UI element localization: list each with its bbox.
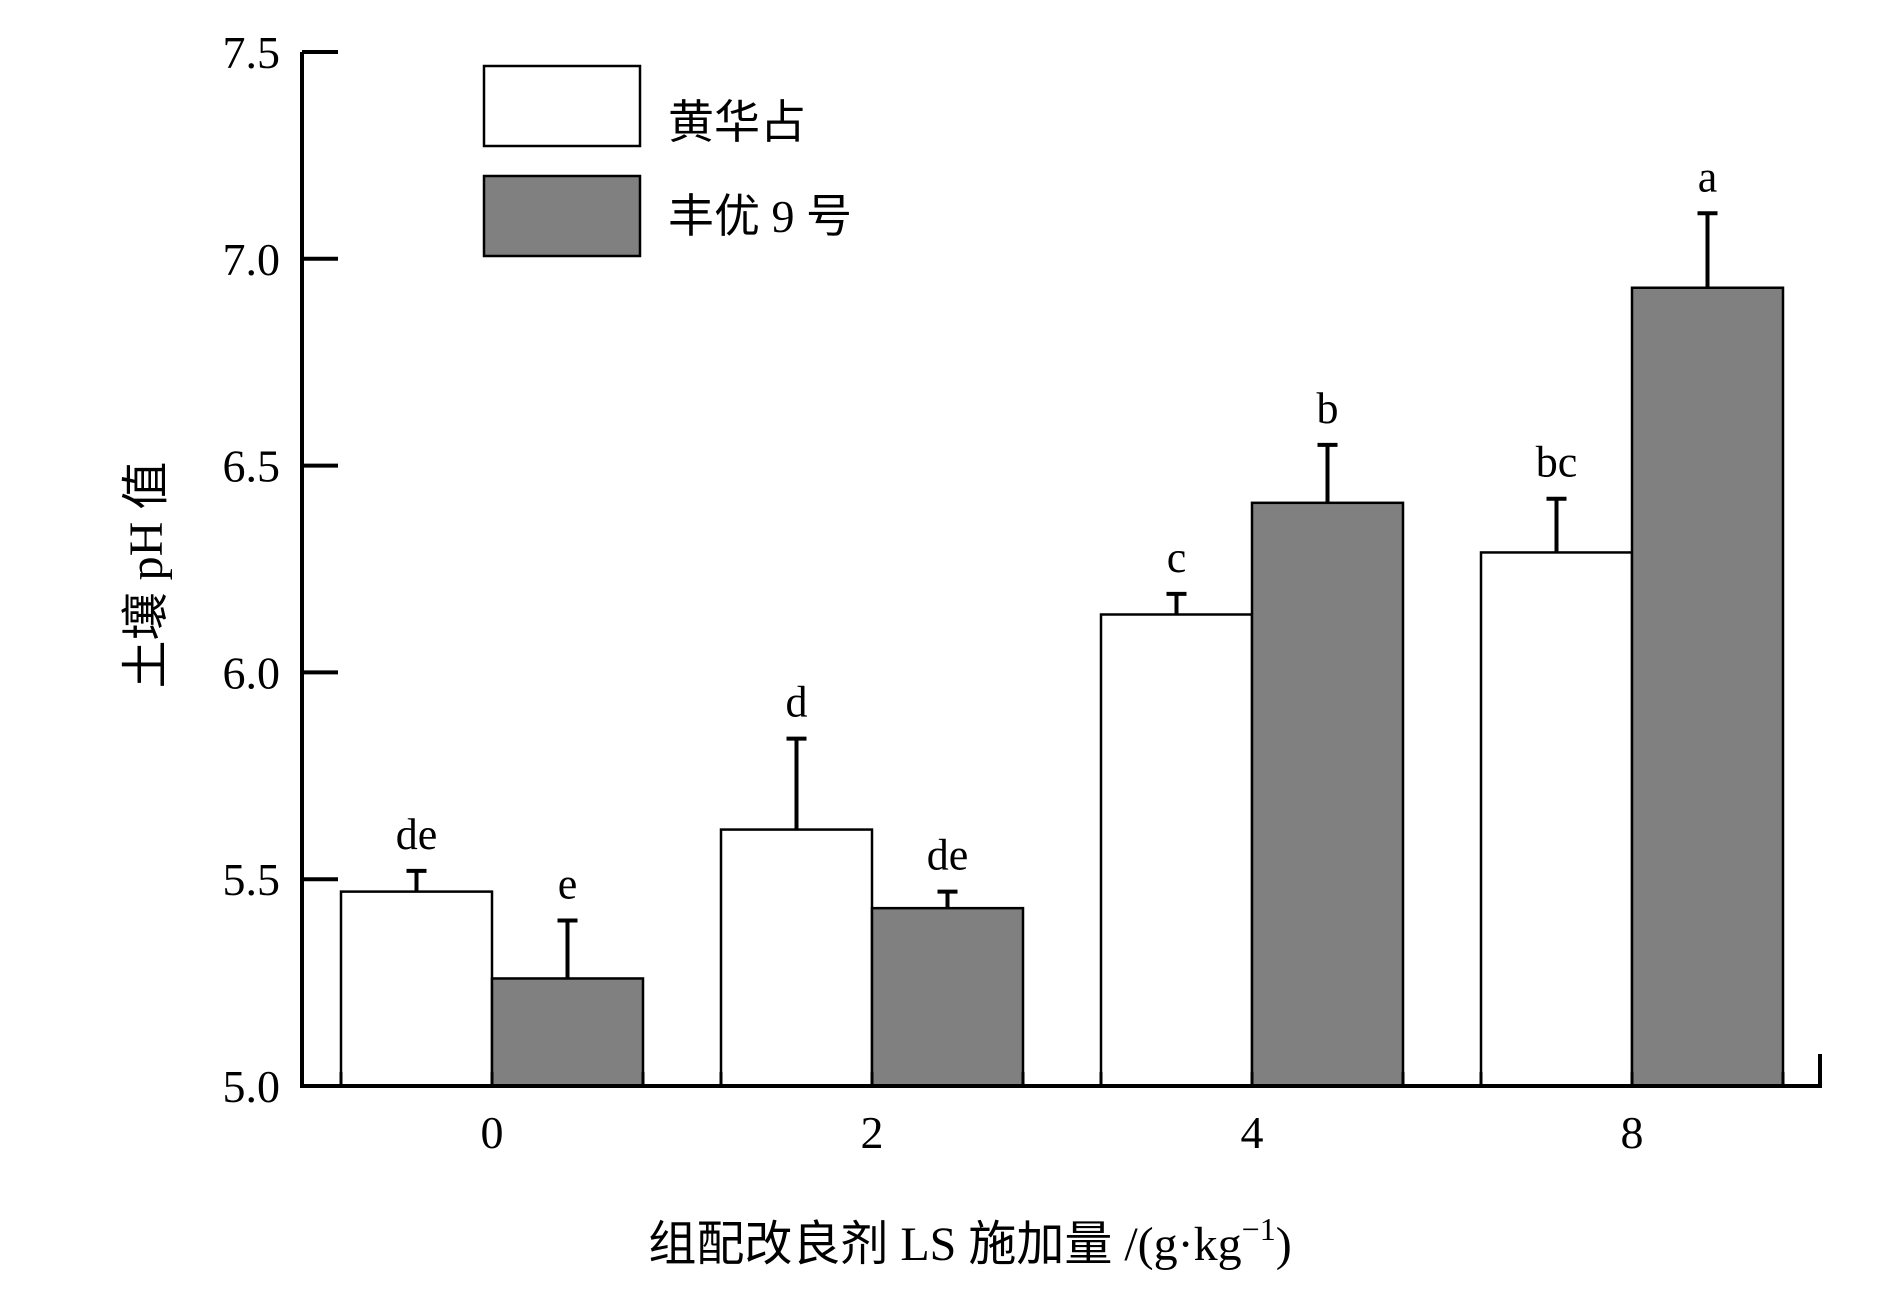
x-tick-label: 2 [861, 1107, 884, 1158]
x-axis-title-end: ) [1276, 1218, 1292, 1271]
x-axis-title-main: 组配改良剂 LS 施加量 /(g·kg [648, 1218, 1241, 1271]
significance-label: d [786, 678, 808, 727]
legend: 黄华占 丰优 9 号 [482, 64, 852, 258]
bar-2-series-0 [719, 828, 874, 1088]
y-tick-label: 6.0 [223, 647, 281, 698]
bar-0-series-1 [490, 977, 645, 1088]
x-axis-title: 组配改良剂 LS 施加量 /(g·kg−1) [648, 1211, 1291, 1271]
significance-label: b [1317, 384, 1339, 433]
x-tick-label: 4 [1241, 1107, 1264, 1158]
legend-label-series-0: 黄华占 [668, 97, 806, 148]
significance-label: a [1698, 152, 1718, 201]
x-tick-label: 8 [1621, 1107, 1644, 1158]
significance-label: e [558, 860, 578, 909]
axes-group [300, 52, 1822, 1088]
legend-label-series-1: 丰优 9 号 [668, 191, 852, 242]
significance-labels-group: de e d de c b bc a [396, 152, 1718, 908]
bar-2-series-1 [870, 906, 1025, 1088]
y-axis-title: 土壤 pH 值 [120, 462, 173, 689]
x-ticks-group: 0 2 4 8 [339, 1072, 1785, 1158]
bars-group [339, 286, 1785, 1088]
bar-4-series-1 [1250, 501, 1405, 1088]
significance-label: c [1167, 533, 1187, 582]
significance-label: de [927, 831, 969, 880]
error-bars-group [406, 211, 1718, 979]
legend-swatch-series-0 [482, 64, 642, 148]
y-tick-label: 6.5 [223, 441, 281, 492]
significance-label: de [396, 810, 438, 859]
y-tick-label: 7.5 [223, 27, 281, 78]
significance-label: bc [1536, 438, 1578, 487]
bar-8-series-0 [1479, 551, 1634, 1088]
bar-8-series-1 [1630, 286, 1785, 1088]
y-tick-label: 7.0 [223, 234, 281, 285]
bar-0-series-0 [339, 890, 494, 1088]
y-tick-label: 5.5 [223, 854, 281, 905]
bar-4-series-0 [1099, 613, 1254, 1088]
y-tick-label: 5.0 [223, 1061, 281, 1112]
x-tick-label: 0 [481, 1107, 504, 1158]
legend-swatch-series-1 [482, 174, 642, 258]
y-ticks-group: 5.0 5.5 6.0 6.5 7.0 7.5 [223, 27, 338, 1112]
x-axis-title-superscript: −1 [1242, 1211, 1276, 1247]
